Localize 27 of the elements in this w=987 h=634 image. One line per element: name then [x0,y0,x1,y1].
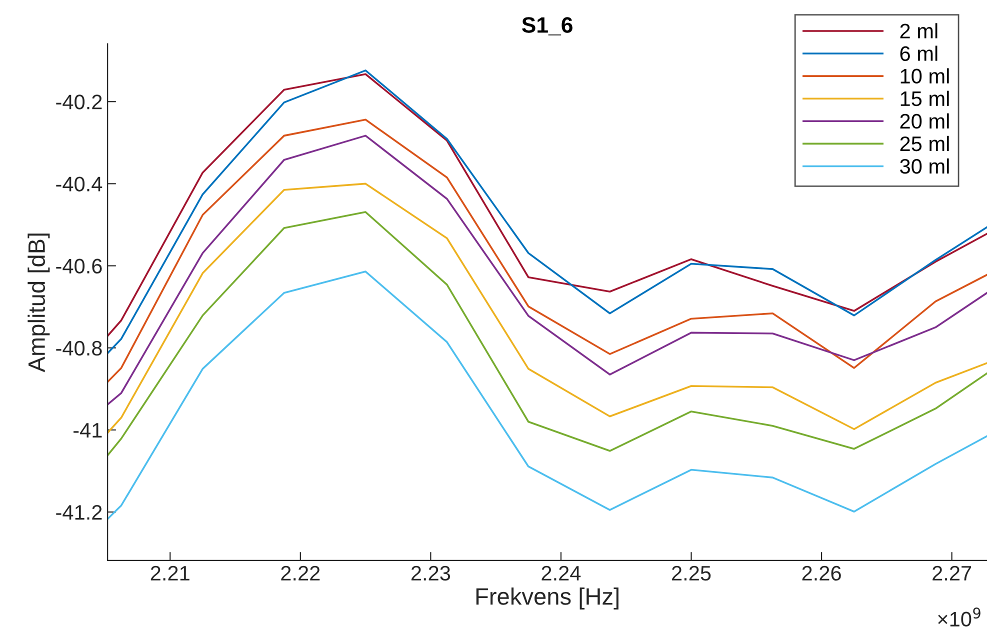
legend-label: 10 ml [900,68,949,84]
y-tick-label: -40.8 [56,340,102,356]
y-tick-label: -40.2 [56,94,102,110]
legend-label: 20 ml [900,113,949,129]
x-tick-label: 2.21 [150,566,190,580]
y-axis-title: Amplitud [dB] [28,234,50,372]
y-tick-label: -40.6 [56,258,102,274]
line-series [108,182,987,434]
chart-title: S1_6 [522,17,572,36]
legend-label: 6 ml [900,46,938,62]
x-tick-label: 2.26 [802,566,841,581]
legend-label: 15 ml [900,90,949,106]
line-series [108,270,987,520]
x-tick-label: 2.27 [932,566,972,580]
x-tick-label: 2.22 [281,566,320,580]
legend-label: 30 ml [900,158,949,174]
text: ×10$^{9}$ [938,608,980,627]
y-tick-label: -41 [74,423,102,438]
y-tick-label: -41.2 [56,505,102,520]
legend-label: 25 ml [900,136,949,152]
x-tick-label: 2.24 [542,566,581,580]
line-series [108,211,987,456]
legend-label: 2 ml [900,23,938,38]
x-tick-label: 2.25 [672,566,711,581]
x-axis-title: Frekvens [Hz] [476,588,618,610]
y-tick-label: -40.4 [56,176,102,192]
x-tick-label: 2.23 [411,566,450,581]
